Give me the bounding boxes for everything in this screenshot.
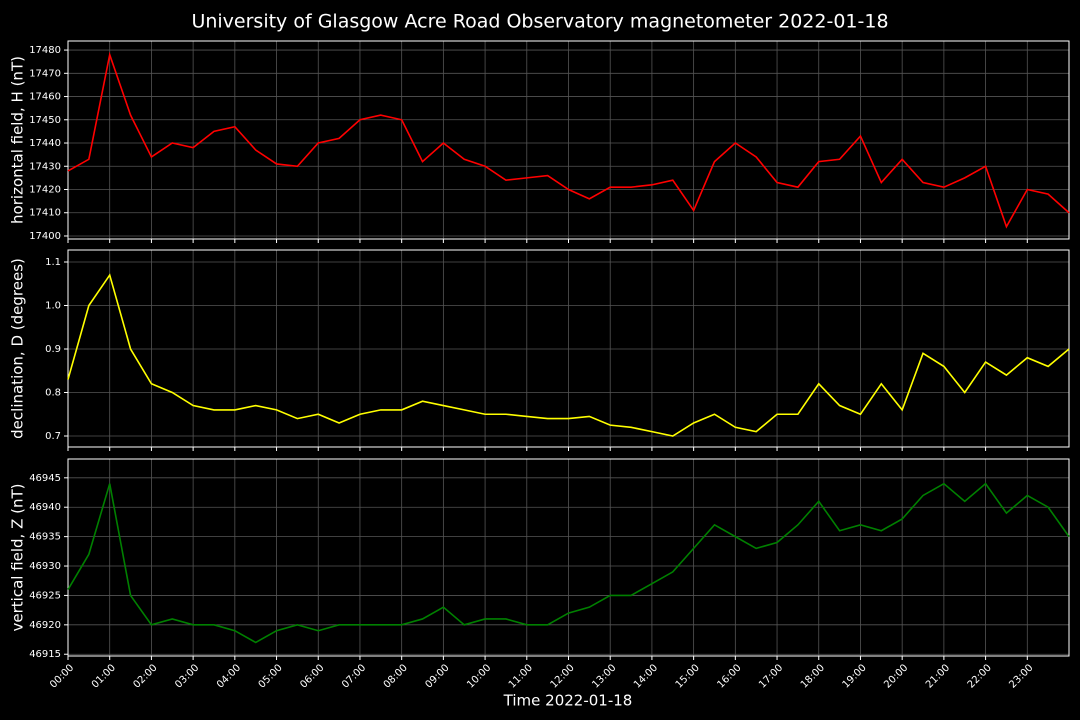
x-axis-label: Time 2022-01-18 (503, 692, 633, 710)
y-tick-label: 0.7 (45, 431, 61, 442)
y-tick-label: 17440 (29, 138, 61, 149)
y-tick-label: 46925 (29, 590, 61, 601)
y-tick-label: 17400 (29, 231, 61, 242)
y-tick-label: 17410 (29, 208, 61, 219)
y-tick-label: 46930 (29, 561, 61, 572)
y-tick-label: 17460 (29, 92, 61, 103)
data-line (67, 51, 1070, 229)
y-tick-label: 17470 (29, 68, 61, 79)
plot-frame (67, 249, 1070, 448)
y-tick-label: 46920 (29, 620, 61, 631)
plot-frame (67, 40, 1070, 240)
y-axis-label: declination, D (degrees) (9, 258, 27, 439)
chart-title: University of Glasgow Acre Road Observat… (191, 11, 888, 33)
y-tick-label: 46915 (29, 649, 61, 660)
data-line (67, 482, 1070, 644)
data-line (67, 273, 1070, 437)
y-tick-label: 0.8 (45, 387, 61, 398)
y-tick-label: 1.1 (45, 257, 61, 268)
y-axis-label: vertical field, Z (nT) (9, 483, 27, 631)
y-tick-label: 17420 (29, 185, 61, 196)
y-axis-label: horizontal field, H (nT) (9, 56, 27, 224)
y-tick-label: 17450 (29, 115, 61, 126)
y-tick-label: 17430 (29, 161, 61, 172)
plot-frame (67, 458, 1070, 657)
y-tick-label: 46945 (29, 473, 61, 484)
y-tick-label: 0.9 (45, 344, 61, 355)
y-tick-label: 46935 (29, 532, 61, 543)
y-tick-label: 1.0 (45, 301, 61, 312)
y-tick-label: 46940 (29, 502, 61, 513)
y-tick-label: 17480 (29, 45, 61, 56)
